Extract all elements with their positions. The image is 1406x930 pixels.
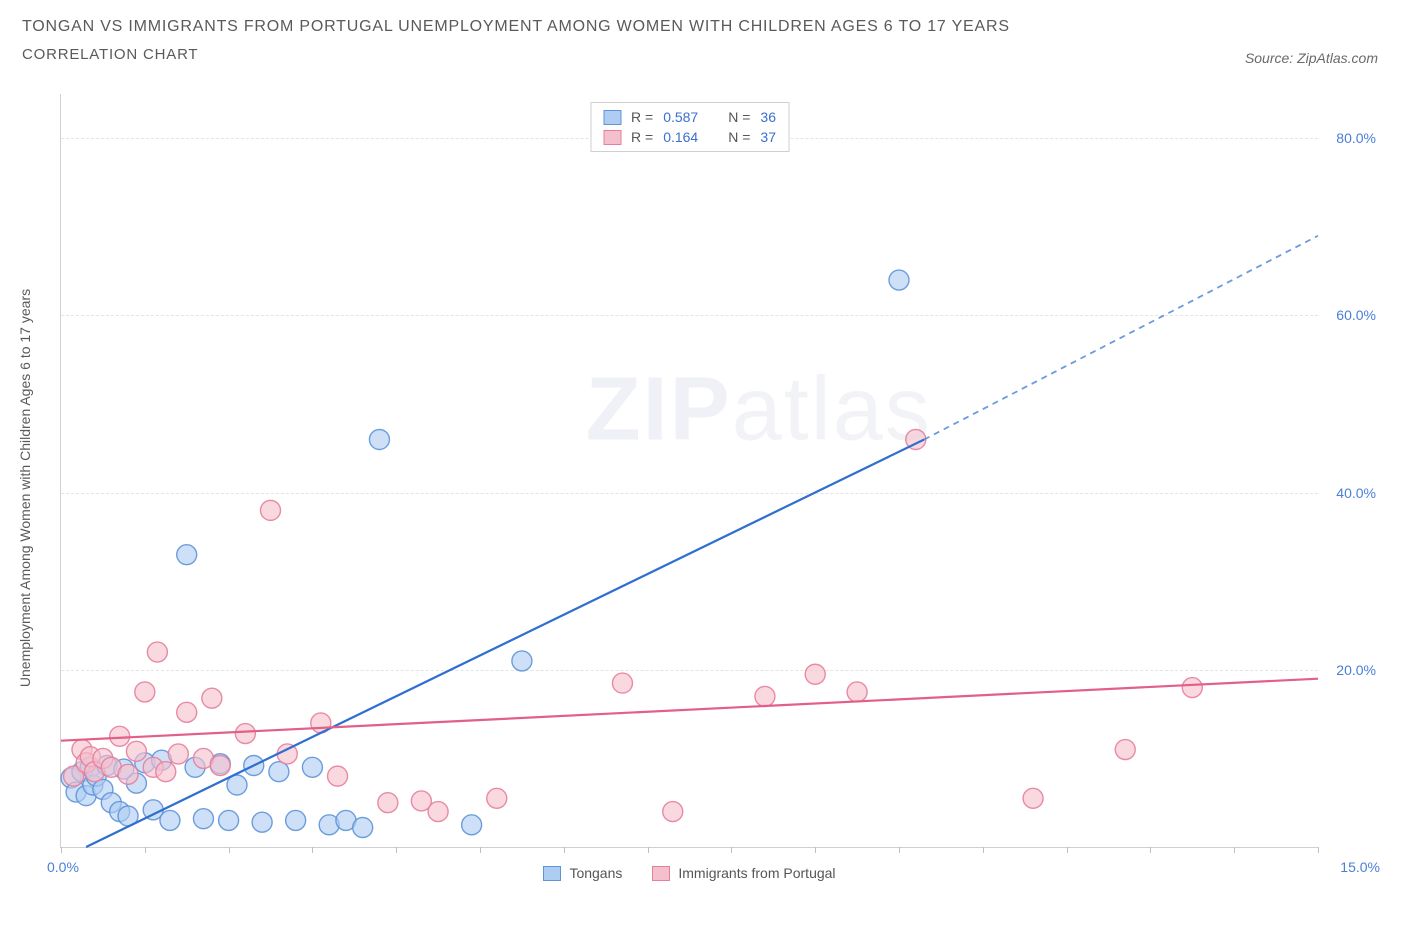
data-point xyxy=(235,724,255,744)
data-point xyxy=(428,802,448,822)
stats-row-series1: R = 0.587 N = 36 xyxy=(603,107,776,127)
plot-svg xyxy=(61,94,1318,847)
data-point xyxy=(1023,788,1043,808)
legend-item-series2: Immigrants from Portugal xyxy=(652,865,835,881)
legend-item-series1: Tongans xyxy=(543,865,622,881)
x-tick xyxy=(648,847,649,853)
data-point xyxy=(219,810,239,830)
data-point xyxy=(353,818,373,838)
x-tick xyxy=(564,847,565,853)
stats-r-label-1: R = xyxy=(631,109,653,125)
data-point xyxy=(126,741,146,761)
x-tick xyxy=(396,847,397,853)
data-point xyxy=(147,642,167,662)
y-axis-label-container: Unemployment Among Women with Children A… xyxy=(10,88,40,888)
data-point xyxy=(202,688,222,708)
stats-r-label-2: R = xyxy=(631,129,653,145)
x-tick xyxy=(312,847,313,853)
data-point xyxy=(156,762,176,782)
data-point xyxy=(210,755,230,775)
x-tick xyxy=(1318,847,1319,853)
x-tick xyxy=(61,847,62,853)
trend-line-series1-dashed xyxy=(924,236,1318,440)
data-point xyxy=(160,810,180,830)
stats-r-value-2: 0.164 xyxy=(663,129,698,145)
data-point xyxy=(118,764,138,784)
x-tick xyxy=(229,847,230,853)
x-tick xyxy=(1067,847,1068,853)
stats-n-value-2: 37 xyxy=(760,129,776,145)
source-name: ZipAtlas.com xyxy=(1297,50,1378,66)
data-point xyxy=(302,757,322,777)
data-point xyxy=(110,726,130,746)
x-tick xyxy=(815,847,816,853)
source-prefix: Source: xyxy=(1245,50,1297,66)
data-point xyxy=(612,673,632,693)
data-point xyxy=(328,766,348,786)
data-point xyxy=(889,270,909,290)
trend-line-series2 xyxy=(61,679,1318,741)
stats-swatch-series1 xyxy=(603,110,621,125)
stats-swatch-series2 xyxy=(603,130,621,145)
plot-area: ZIPatlas R = 0.587 N = 36 R = 0.164 N = … xyxy=(60,94,1318,848)
legend-swatch-series2 xyxy=(652,866,670,881)
data-point xyxy=(1115,740,1135,760)
data-point xyxy=(755,686,775,706)
x-tick xyxy=(983,847,984,853)
x-tick xyxy=(731,847,732,853)
data-point xyxy=(378,793,398,813)
chart-container: Unemployment Among Women with Children A… xyxy=(18,88,1386,888)
stats-n-label-1: N = xyxy=(728,109,750,125)
stats-n-label-2: N = xyxy=(728,129,750,145)
stats-r-value-1: 0.587 xyxy=(663,109,698,125)
x-tick xyxy=(899,847,900,853)
data-point xyxy=(193,809,213,829)
data-point xyxy=(487,788,507,808)
x-tick xyxy=(480,847,481,853)
data-point xyxy=(252,812,272,832)
stats-box: R = 0.587 N = 36 R = 0.164 N = 37 xyxy=(590,102,789,152)
x-tick xyxy=(1150,847,1151,853)
data-point xyxy=(1182,678,1202,698)
data-point xyxy=(805,664,825,684)
data-point xyxy=(168,744,188,764)
stats-n-value-1: 36 xyxy=(760,109,776,125)
trend-line-series1 xyxy=(86,439,924,847)
data-point xyxy=(847,682,867,702)
y-tick-label: 80.0% xyxy=(1336,130,1376,146)
legend-swatch-series1 xyxy=(543,866,561,881)
y-tick-label: 60.0% xyxy=(1336,307,1376,323)
y-tick-label: 20.0% xyxy=(1336,662,1376,678)
data-point xyxy=(269,762,289,782)
data-point xyxy=(177,545,197,565)
data-point xyxy=(369,429,389,449)
y-tick-label: 40.0% xyxy=(1336,485,1376,501)
data-point xyxy=(462,815,482,835)
chart-title-line2: CORRELATION CHART xyxy=(22,46,1384,63)
data-point xyxy=(286,810,306,830)
x-tick xyxy=(1234,847,1235,853)
y-axis-label: Unemployment Among Women with Children A… xyxy=(17,289,33,687)
x-axis-max-label: 15.0% xyxy=(1340,859,1380,875)
x-tick xyxy=(145,847,146,853)
data-point xyxy=(261,500,281,520)
legend-label-series1: Tongans xyxy=(569,865,622,881)
stats-row-series2: R = 0.164 N = 37 xyxy=(603,127,776,147)
data-point xyxy=(663,802,683,822)
source-attribution: Source: ZipAtlas.com xyxy=(1245,50,1378,66)
legend-label-series2: Immigrants from Portugal xyxy=(678,865,835,881)
data-point xyxy=(512,651,532,671)
bottom-legend: Tongans Immigrants from Portugal xyxy=(61,865,1318,881)
data-point xyxy=(177,702,197,722)
chart-title-line1: TONGAN VS IMMIGRANTS FROM PORTUGAL UNEMP… xyxy=(22,18,1384,36)
data-point xyxy=(135,682,155,702)
